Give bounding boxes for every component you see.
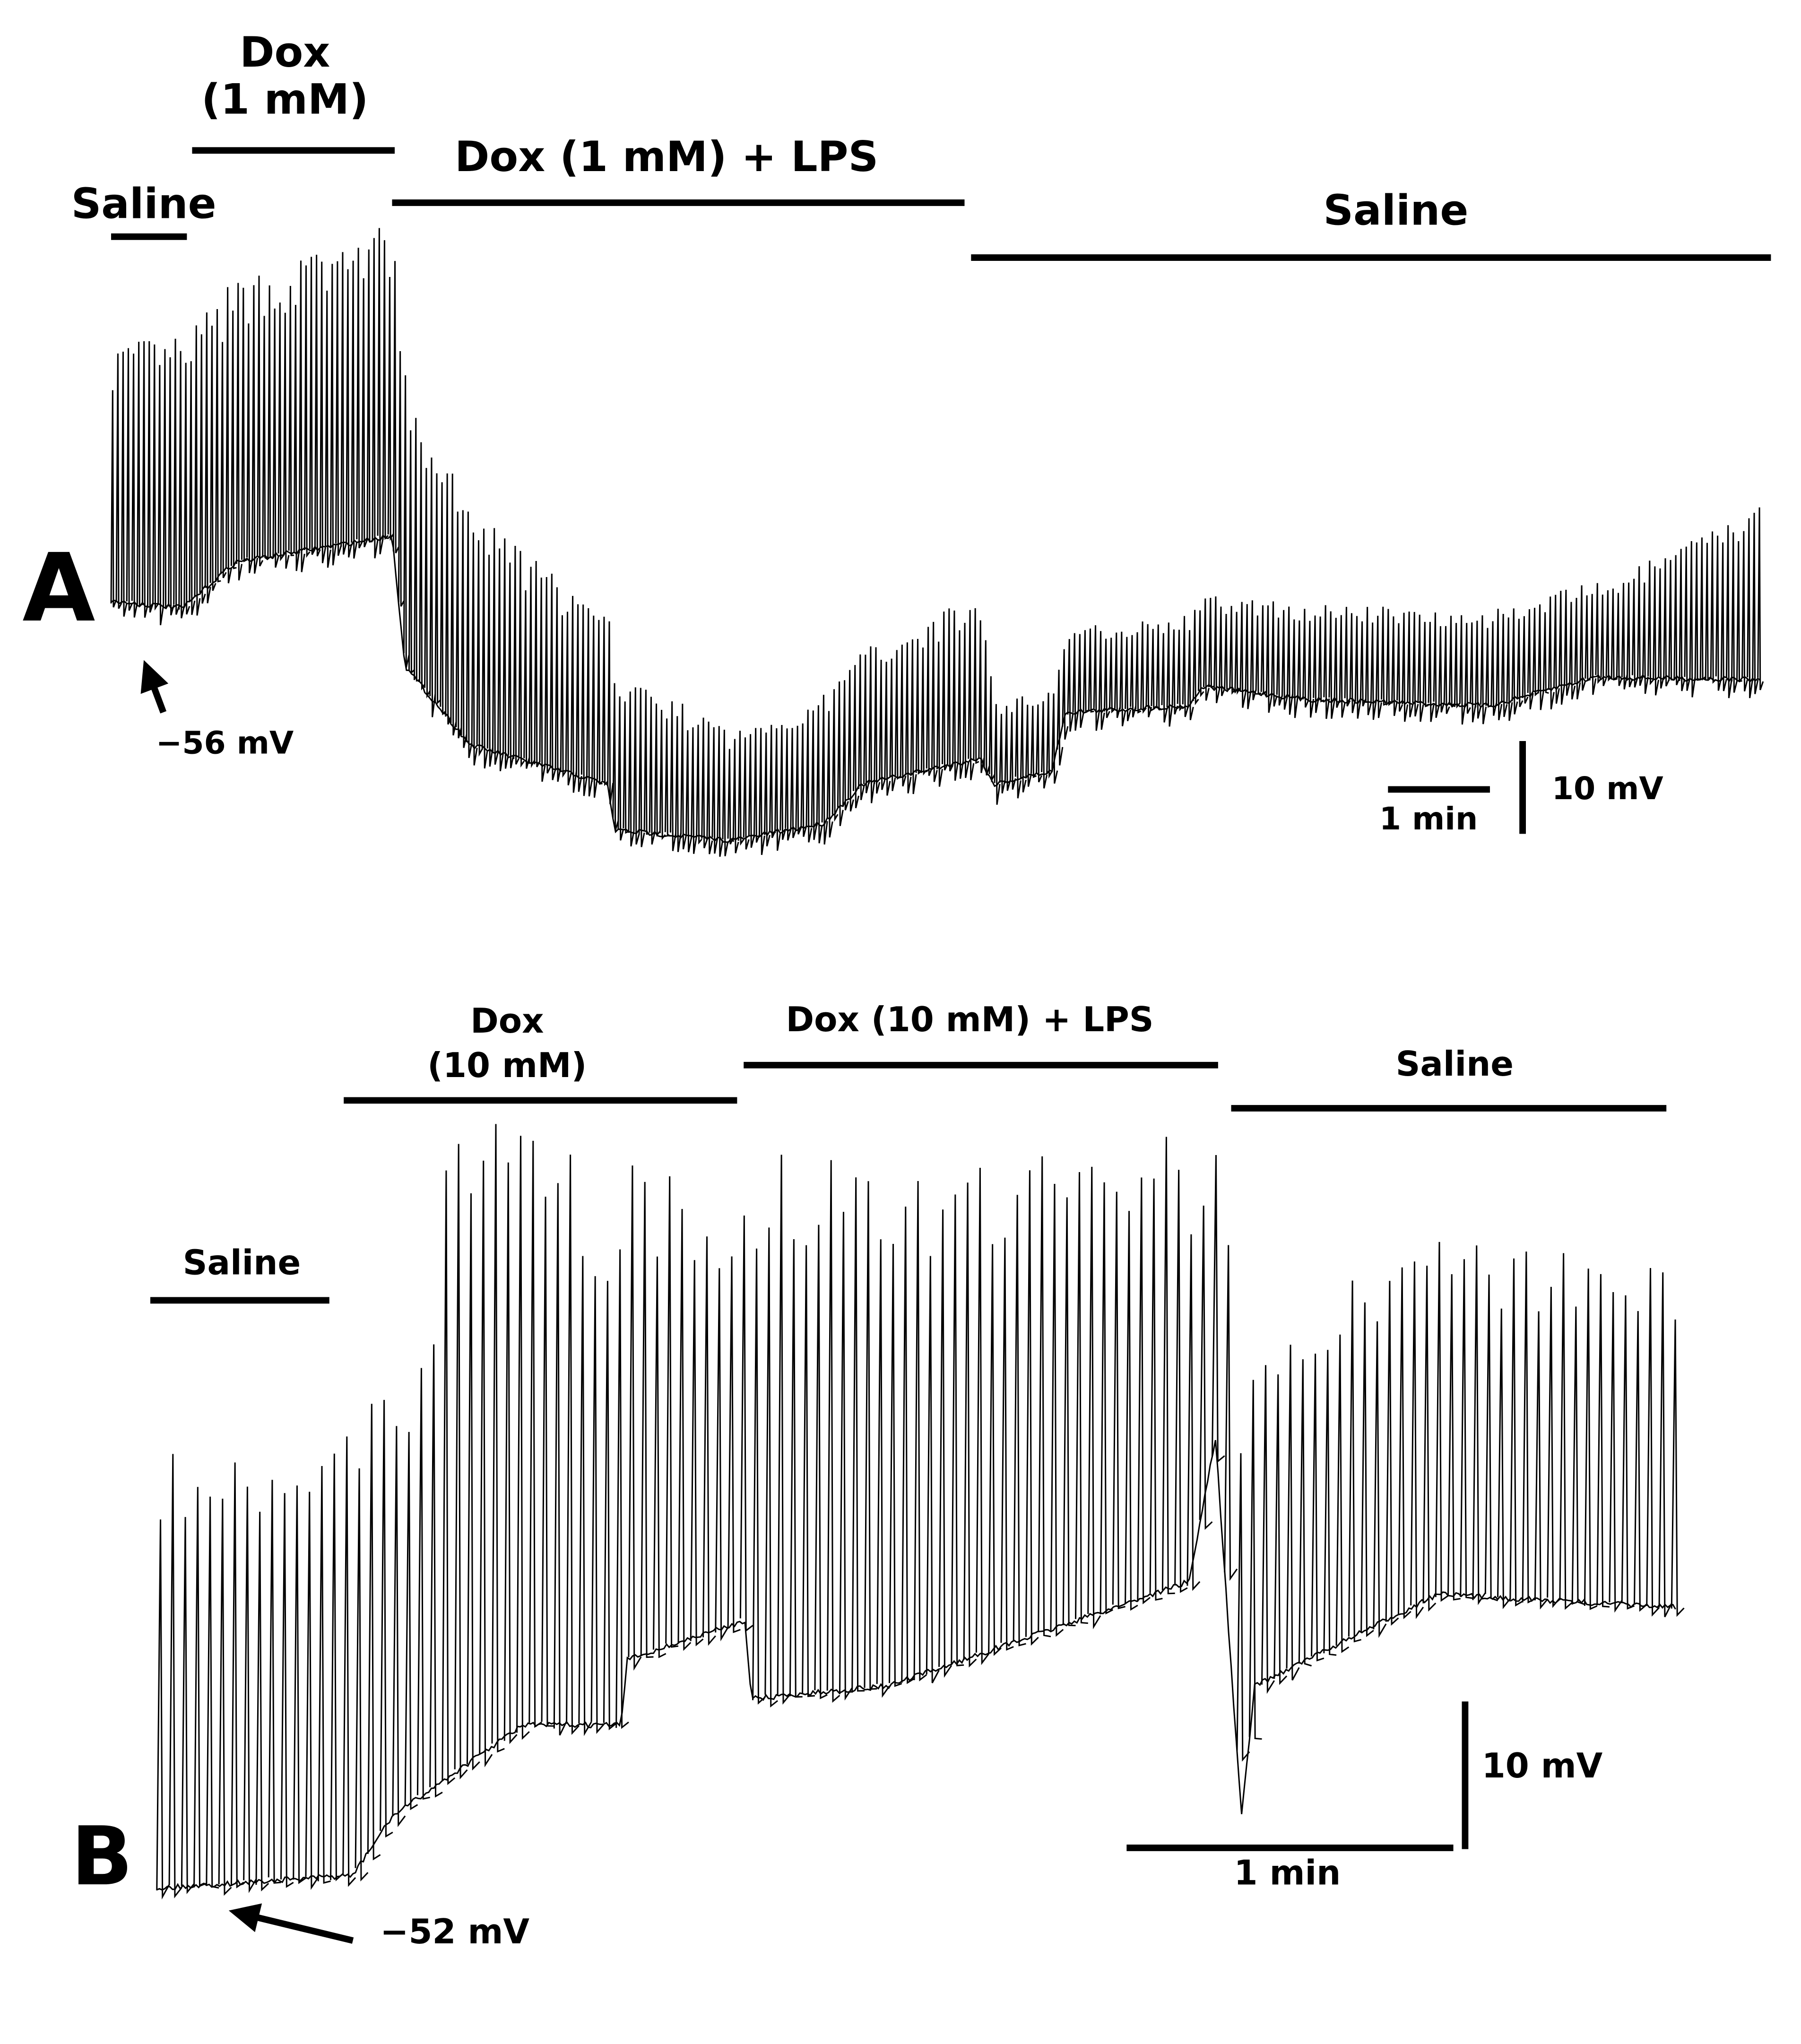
condition-label: Dox [470, 1001, 544, 1041]
voltage-trace [110, 228, 1764, 857]
voltage-trace [156, 1124, 1685, 1900]
condition-label: Saline [71, 180, 216, 228]
membrane-potential: −52 mV [380, 1912, 529, 1951]
condition-label: (1 mM) [201, 75, 368, 123]
arrow-head [140, 660, 169, 694]
time-scale-label: 1 min [1379, 800, 1478, 837]
condition-label: Saline [1323, 186, 1468, 234]
voltage-scale-label: 10 mV [1482, 1746, 1603, 1785]
condition-label: Saline [183, 1242, 301, 1282]
arrow-shaft [241, 1910, 354, 1944]
voltage-scale-label: 10 mV [1552, 770, 1664, 807]
panel-label: A [22, 533, 95, 643]
panel-label: B [71, 1810, 133, 1904]
condition-label: Dox (1 mM) + LPS [455, 132, 878, 181]
condition-label: Dox [240, 28, 330, 77]
condition-label: Saline [1396, 1044, 1514, 1084]
condition-label: (10 mM) [427, 1045, 587, 1085]
baseline-trace [156, 1440, 1676, 1891]
time-scale-label: 1 min [1234, 1853, 1341, 1892]
condition-label: Dox (10 mM) + LPS [786, 1000, 1153, 1039]
baseline-trace [111, 534, 1761, 844]
membrane-potential: −56 mV [156, 724, 294, 761]
arrow-head [228, 1903, 262, 1932]
